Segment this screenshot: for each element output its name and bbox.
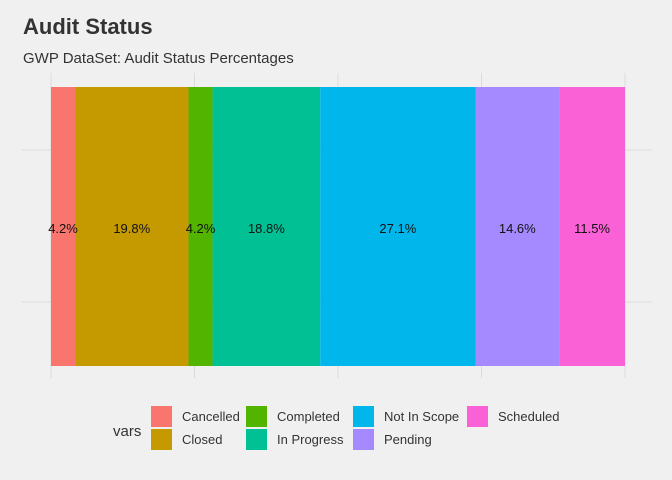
- legend-key: [467, 405, 488, 427]
- bar-segment-pending: [475, 87, 560, 366]
- data-label: 11.5%: [574, 221, 610, 236]
- legend-key: [353, 428, 374, 450]
- bar-segments: [51, 87, 625, 366]
- stacked-bar-chart: 4.2% 19.8% 4.2% 18.8% 27.1% 14.6% 11.5%: [22, 73, 652, 378]
- legend-item-not-in-scope: Not In Scope: [353, 405, 459, 427]
- bar-segment-closed: [75, 87, 189, 366]
- legend-title: vars: [113, 423, 142, 440]
- legend-label: In Progress: [277, 431, 344, 447]
- legend-label: Not In Scope: [384, 408, 460, 424]
- data-label: 14.6%: [499, 221, 536, 236]
- data-label: 4.2%: [48, 221, 78, 236]
- legend: vars Cancelled Closed Completed In Progress…: [113, 405, 583, 455]
- data-label: 18.8%: [248, 221, 285, 236]
- legend-item-closed: Closed: [151, 428, 222, 450]
- legend-key: [353, 405, 374, 427]
- chart-title: Audit Status: [23, 14, 153, 39]
- legend-item-pending: Pending: [353, 428, 432, 450]
- legend-label: Scheduled: [498, 408, 560, 424]
- legend-item-scheduled: Scheduled: [467, 405, 559, 427]
- bar-segment-in-progress: [212, 87, 321, 366]
- chart-subtitle: GWP DataSet: Audit Status Percentages: [23, 50, 294, 67]
- bar-segment-completed: [188, 87, 213, 366]
- legend-key: [151, 405, 172, 427]
- legend-label: Completed: [277, 408, 340, 424]
- legend-label: Closed: [182, 431, 223, 447]
- data-label: 4.2%: [186, 221, 216, 236]
- legend-label: Cancelled: [182, 408, 240, 424]
- legend-key: [246, 428, 267, 450]
- bar-segment-not-in-scope: [320, 87, 476, 366]
- bar-segment-cancelled: [51, 87, 76, 366]
- legend-item-cancelled: Cancelled: [151, 405, 240, 427]
- data-labels: 4.2% 19.8% 4.2% 18.8% 27.1% 14.6% 11.5%: [48, 221, 610, 236]
- legend-key: [246, 405, 267, 427]
- legend-item-completed: Completed: [246, 405, 340, 427]
- data-label: 27.1%: [379, 221, 416, 236]
- legend-label: Pending: [384, 431, 432, 447]
- data-label: 19.8%: [113, 221, 150, 236]
- legend-item-in-progress: In Progress: [246, 428, 343, 450]
- legend-key: [151, 428, 172, 450]
- bar-segment-scheduled: [559, 87, 625, 366]
